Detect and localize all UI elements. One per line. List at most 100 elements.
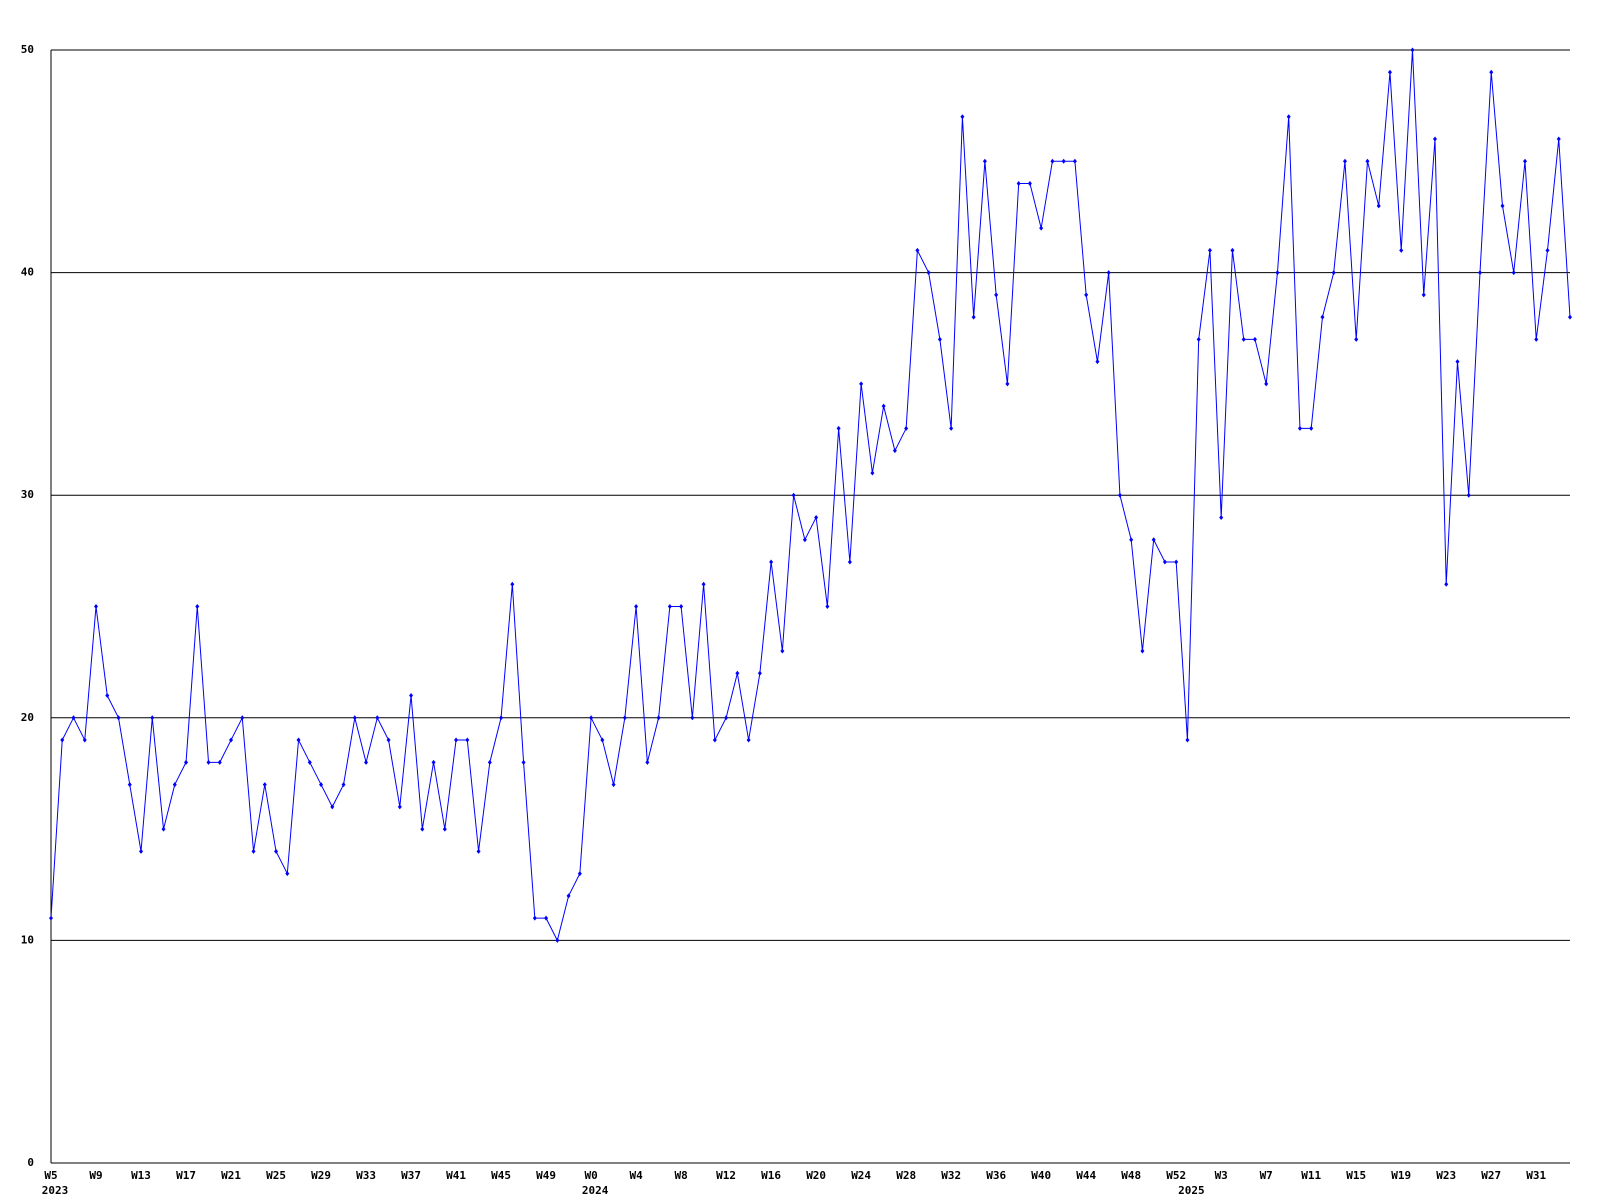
point — [71, 715, 76, 721]
point — [1331, 270, 1336, 276]
x-tick-label: W52 — [1166, 1169, 1186, 1182]
x-tick-label: W33 — [356, 1169, 376, 1182]
point — [296, 737, 301, 743]
point — [105, 693, 110, 699]
point — [1039, 225, 1044, 231]
point — [1489, 69, 1494, 75]
point — [1320, 314, 1325, 320]
point — [679, 604, 684, 609]
point — [1072, 158, 1077, 164]
point — [994, 292, 999, 298]
point — [127, 782, 132, 788]
point — [240, 715, 245, 721]
point — [217, 759, 222, 765]
point — [1286, 114, 1291, 120]
point — [600, 737, 605, 743]
x-tick-label: W16 — [761, 1169, 781, 1182]
point — [1534, 336, 1539, 342]
x-tick-label: W13 — [131, 1169, 151, 1182]
point — [949, 425, 954, 431]
point — [1455, 359, 1460, 365]
point — [139, 848, 144, 854]
x-tick-label: W24 — [851, 1169, 871, 1182]
point — [1500, 203, 1505, 209]
point — [330, 804, 335, 810]
x-tick-label: W49 — [536, 1169, 556, 1182]
point — [1545, 247, 1550, 253]
x-tick-label: W15 — [1346, 1169, 1366, 1182]
point — [746, 737, 751, 743]
point — [1342, 158, 1347, 164]
point — [1207, 247, 1212, 253]
point — [1084, 292, 1089, 298]
x-tick-label: W25 — [266, 1169, 286, 1182]
point — [1365, 158, 1370, 164]
point — [521, 759, 526, 765]
point — [1117, 492, 1122, 498]
x-tick-label: W29 — [311, 1169, 331, 1182]
y-tick-label: 0 — [27, 1156, 34, 1169]
point — [645, 759, 650, 765]
point — [769, 559, 774, 565]
x-tick-label: W5 — [44, 1169, 57, 1182]
point — [1230, 247, 1235, 253]
point — [420, 826, 425, 832]
point — [960, 114, 965, 120]
point — [1444, 581, 1449, 587]
year-label: 2023 — [42, 1184, 69, 1197]
year-label: 2024 — [582, 1184, 609, 1197]
point — [487, 759, 492, 765]
point — [1252, 336, 1257, 342]
series-line — [50, 49, 1571, 942]
point — [1050, 158, 1055, 164]
point — [82, 737, 87, 743]
x-tick-label: W45 — [491, 1169, 511, 1182]
point — [1106, 270, 1111, 276]
x-tick-label: W11 — [1301, 1169, 1321, 1182]
x-tick-label: W7 — [1260, 1169, 1273, 1182]
point — [1095, 359, 1100, 365]
point — [667, 604, 672, 609]
point — [465, 737, 470, 743]
point — [352, 715, 357, 721]
point — [262, 782, 267, 788]
point — [735, 670, 740, 676]
x-tick-label: W3 — [1215, 1169, 1228, 1182]
point — [206, 759, 211, 765]
y-tick-label: 20 — [21, 711, 34, 724]
x-tick-label: W19 — [1391, 1169, 1411, 1182]
point — [1174, 559, 1179, 565]
point — [724, 715, 729, 721]
x-tick-label: W21 — [221, 1169, 241, 1182]
point — [1005, 381, 1010, 387]
point — [836, 425, 841, 431]
point — [622, 715, 627, 721]
y-tick-label: 50 — [21, 43, 34, 56]
point — [454, 737, 459, 743]
point — [814, 514, 819, 520]
point — [1016, 181, 1021, 187]
point — [926, 270, 931, 276]
point — [116, 715, 121, 721]
year-label: 2025 — [1178, 1184, 1205, 1197]
point — [1522, 158, 1527, 164]
point — [251, 848, 256, 854]
point — [532, 915, 537, 921]
point — [94, 604, 99, 609]
point — [634, 604, 639, 609]
x-tick-label: W12 — [716, 1169, 736, 1182]
x-tick-label: W8 — [674, 1169, 687, 1182]
point — [60, 737, 65, 743]
point — [701, 581, 706, 587]
point — [195, 604, 200, 609]
point — [341, 782, 346, 788]
point — [285, 871, 290, 877]
point — [1309, 425, 1314, 431]
y-tick-label: 10 — [21, 933, 34, 946]
point — [161, 826, 166, 832]
point — [690, 715, 695, 721]
point — [577, 871, 582, 877]
point — [1376, 203, 1381, 209]
